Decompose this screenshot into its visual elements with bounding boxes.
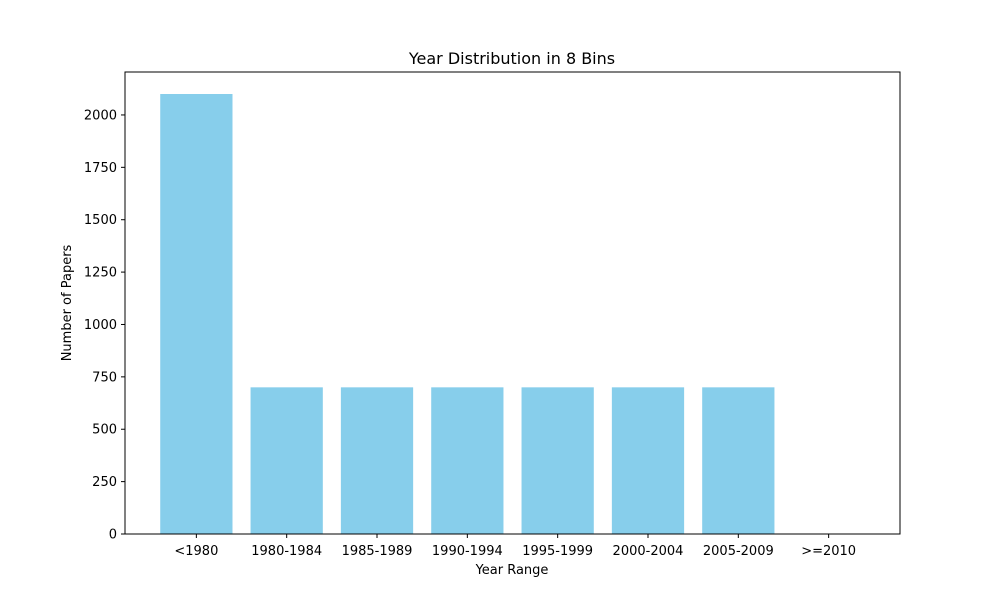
bar-6 xyxy=(702,387,775,534)
bar-5 xyxy=(611,387,685,534)
bar-4 xyxy=(521,387,594,534)
y-tick-label-8: 2000 xyxy=(84,108,117,123)
x-axis-label: Year Range xyxy=(475,563,549,578)
x-tick-label-2: 1985-1989 xyxy=(342,544,413,559)
bars-group xyxy=(160,94,775,534)
plot-frame xyxy=(124,71,901,535)
x-tick-label-1: 1980-1984 xyxy=(251,544,322,559)
y-tick-label-2: 500 xyxy=(92,423,117,438)
y-tick-label-0: 0 xyxy=(109,528,117,543)
x-tick-label-7: >=2010 xyxy=(801,544,856,559)
y-tick-label-6: 1500 xyxy=(84,213,117,228)
bar-1 xyxy=(250,387,323,534)
y-axis-label: Number of Papers xyxy=(60,244,75,361)
bar-3 xyxy=(431,387,504,534)
x-axis: <1980 1980-1984 1985-1989 1990-1994 1995-199… xyxy=(174,534,856,559)
x-tick-label-6: 2005-2009 xyxy=(703,544,774,559)
x-tick-label-5: 2000-2004 xyxy=(613,544,684,559)
y-tick-label-3: 750 xyxy=(92,370,117,385)
x-tick-label-0: <1980 xyxy=(174,544,218,559)
x-tick-label-4: 1995-1999 xyxy=(522,544,593,559)
bar-0 xyxy=(160,94,233,534)
y-tick-label-5: 1250 xyxy=(84,266,117,281)
y-tick-label-1: 250 xyxy=(92,475,117,490)
bar-2 xyxy=(340,387,414,534)
y-axis: 0 250 500 750 1000 1250 1500 1750 2000 xyxy=(84,108,125,543)
chart-title: Year Distribution in 8 Bins xyxy=(408,49,615,68)
y-tick-label-4: 1000 xyxy=(84,318,117,333)
x-tick-label-3: 1990-1994 xyxy=(432,544,503,559)
y-tick-label-7: 1750 xyxy=(84,161,117,176)
